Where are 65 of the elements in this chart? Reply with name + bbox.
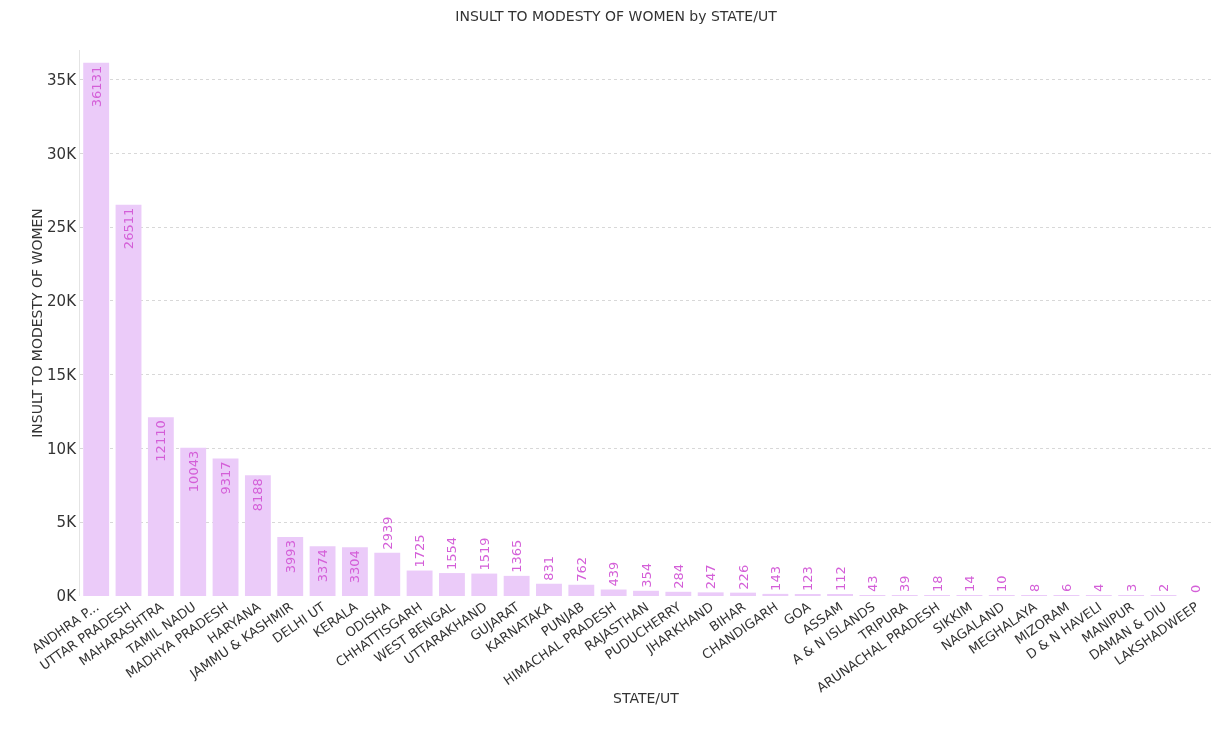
data-label: 3 (1123, 583, 1139, 592)
data-label: 43 (864, 575, 880, 592)
data-label: 439 (606, 561, 622, 587)
bar (374, 552, 401, 596)
data-label: 112 (832, 566, 848, 591)
data-label: 284 (670, 563, 686, 589)
data-label: 12110 (153, 420, 169, 462)
data-label: 10 (994, 575, 1010, 592)
data-label: 36131 (88, 65, 104, 108)
data-label: 1365 (509, 539, 525, 573)
bar (180, 447, 207, 596)
bar (115, 204, 142, 596)
data-label: 8 (1026, 583, 1042, 592)
data-label: 143 (767, 566, 783, 591)
y-tick-label: 10K (47, 439, 78, 458)
bar (730, 592, 756, 596)
bar (503, 575, 530, 596)
data-label: 14 (961, 575, 977, 592)
data-label: 123 (800, 566, 816, 591)
y-tick-label: 20K (47, 292, 78, 311)
data-label: 26511 (121, 207, 137, 250)
data-label: 354 (638, 562, 654, 588)
data-label: 226 (735, 564, 751, 590)
bar (697, 592, 724, 596)
data-label: 3993 (282, 540, 298, 574)
data-label: 9317 (218, 461, 234, 495)
data-label: 1725 (412, 534, 428, 568)
bar (762, 593, 789, 596)
data-label: 18 (929, 575, 945, 592)
bar (471, 573, 498, 596)
bar (600, 589, 627, 596)
bar (83, 62, 110, 596)
bar (568, 584, 595, 596)
data-label: 8188 (250, 478, 266, 512)
data-label: 0 (1188, 584, 1204, 593)
bar (665, 591, 692, 596)
x-axis-title: STATE/UT (613, 690, 680, 707)
bar (536, 583, 562, 596)
bar (212, 458, 239, 596)
y-tick-label: 25K (47, 218, 78, 237)
bar (147, 417, 174, 596)
y-tick-label: 30K (47, 144, 78, 163)
data-label: 762 (573, 556, 589, 582)
data-label: 2939 (379, 516, 395, 550)
data-label: 1554 (444, 536, 460, 571)
y-tick-label: 5K (56, 513, 78, 532)
bar (406, 570, 433, 596)
data-label: 247 (703, 564, 719, 590)
data-label: 4 (1091, 583, 1107, 592)
bar (244, 475, 271, 596)
bar (439, 573, 465, 596)
data-label: 10043 (185, 450, 201, 493)
data-label: 39 (897, 575, 913, 592)
data-label: 831 (541, 555, 557, 581)
data-label: 3304 (347, 550, 363, 584)
data-label: 2 (1155, 583, 1171, 592)
y-tick-label: 0K (56, 587, 78, 606)
data-label: 3374 (315, 549, 331, 583)
y-axis-title: INSULT TO MODESTY OF WOMEN (29, 208, 45, 438)
data-label: 1519 (476, 537, 492, 571)
data-label: 6 (1058, 583, 1074, 592)
chart-title: INSULT TO MODESTY OF WOMEN by STATE/UT (455, 7, 778, 24)
y-tick-label: 35K (47, 70, 78, 89)
y-tick-label: 15K (47, 365, 78, 384)
bar (633, 590, 659, 596)
